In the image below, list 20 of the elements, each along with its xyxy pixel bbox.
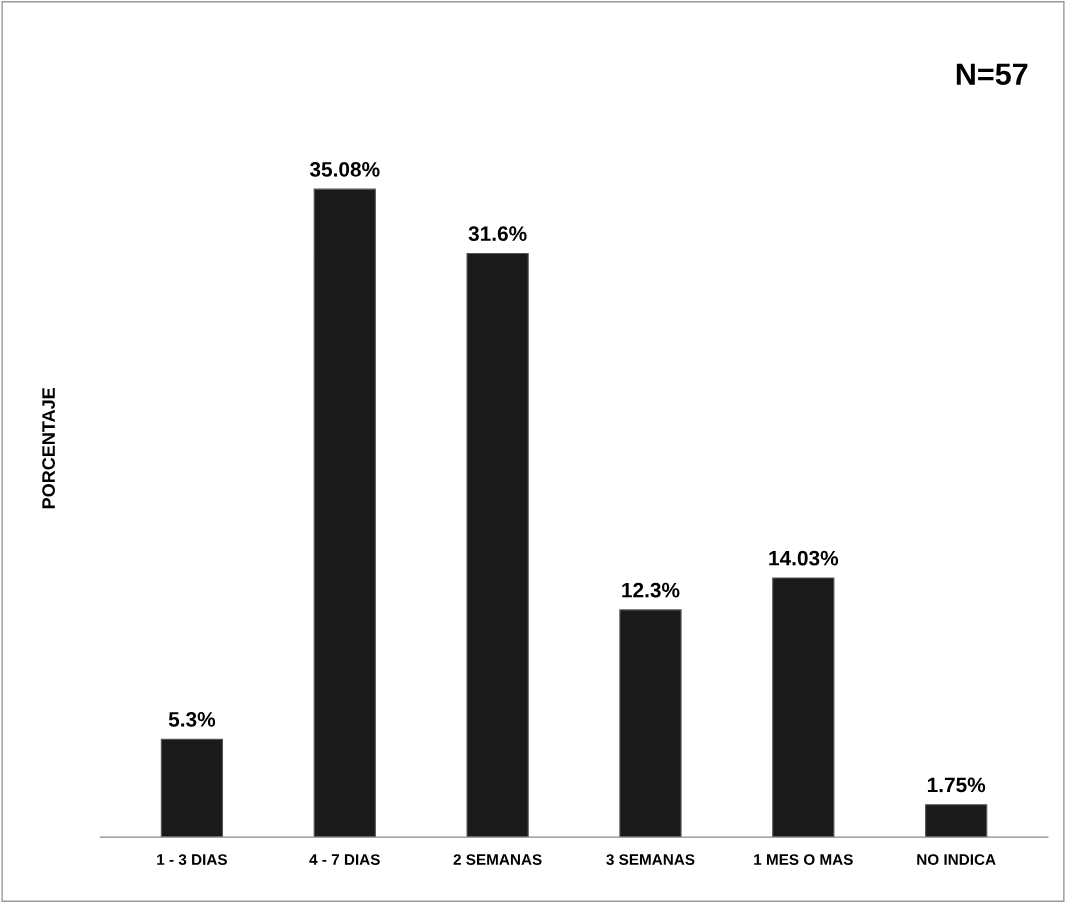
x-tick-label: NO INDICA: [917, 854, 996, 865]
y-axis-title: PORCENTAJE: [42, 388, 55, 509]
data-label: 35.08%: [309, 161, 380, 177]
data-label: 14.03%: [769, 550, 839, 566]
x-tick-label: 1 - 3 DIAS: [157, 854, 227, 865]
data-label: 5.3%: [168, 711, 216, 727]
x-tick-label: 4 - 7 DIAS: [309, 854, 380, 865]
bar: [466, 252, 529, 838]
bar: [619, 609, 682, 838]
x-tick-label: 1 MES O MAS: [754, 854, 853, 865]
x-tick-label: 2 SEMANAS: [453, 854, 542, 865]
data-label: 1.75%: [927, 777, 986, 793]
bar: [313, 188, 376, 838]
data-label: 31.6%: [468, 226, 527, 242]
data-label: 12.3%: [622, 582, 680, 598]
bar: [772, 577, 835, 838]
bar: [160, 738, 224, 838]
x-tick-label: 3 SEMANAS: [606, 854, 695, 865]
bar: [925, 804, 988, 838]
text: N=57: [956, 63, 1028, 85]
